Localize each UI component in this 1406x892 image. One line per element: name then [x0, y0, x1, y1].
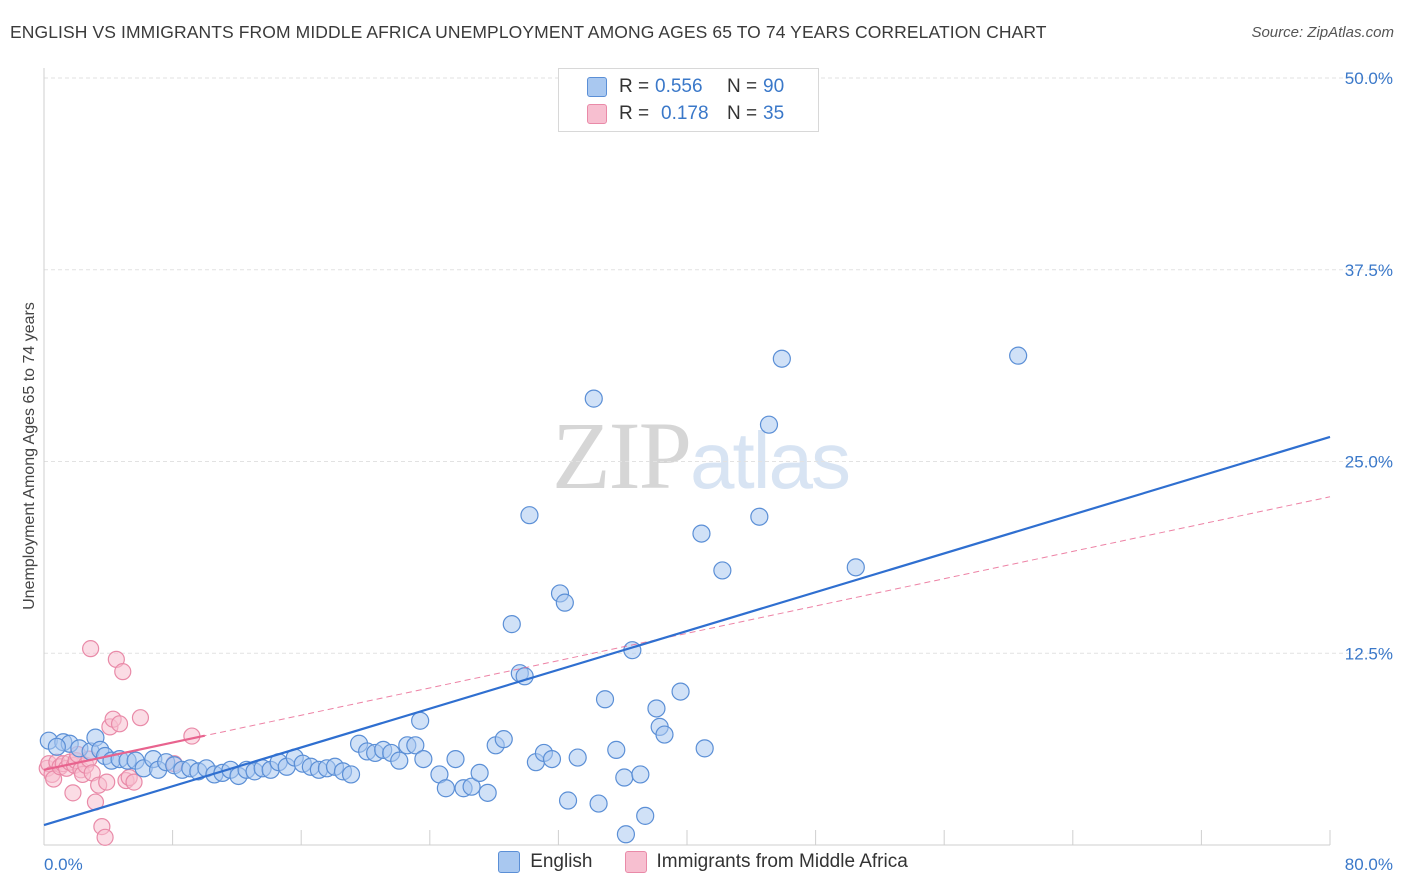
english-point [631, 765, 650, 784]
legend-n-value: 35 [763, 103, 785, 124]
africa-point [110, 715, 129, 733]
africa-point [114, 663, 132, 681]
english-point [636, 806, 655, 825]
x-tick-label: 80.0% [1345, 855, 1393, 874]
y-tick-label: 37.5% [1345, 261, 1393, 280]
legend-r-value: 0.178 [661, 103, 709, 124]
legend-row-africa: R = 0.178 N = 35 [587, 101, 784, 127]
english-point [647, 699, 666, 718]
africa-point [98, 773, 116, 791]
english-point [615, 768, 634, 787]
english-point [584, 389, 603, 408]
english-point [759, 415, 779, 434]
legend-item-africa[interactable]: Immigrants from Middle Africa [624, 851, 908, 873]
english-point [390, 751, 409, 770]
english-point [750, 507, 769, 526]
english-point [502, 615, 521, 634]
watermark: ZIPatlas [552, 400, 851, 511]
y-tick-label: 12.5% [1345, 644, 1393, 663]
legend-item-english[interactable]: English [498, 851, 593, 873]
watermark-zip: ZIP [552, 402, 692, 509]
english-point [692, 524, 711, 543]
english-point [558, 791, 578, 810]
legend-n-label: N = [727, 76, 758, 97]
english-point [47, 737, 66, 756]
english-trend-line [43, 435, 1331, 827]
english-point [568, 748, 587, 767]
legend-row-english: R = 0.556 N = 90 [587, 74, 784, 100]
english-point [595, 690, 615, 709]
english-point [414, 749, 433, 769]
africa-legend-swatch [624, 851, 647, 873]
english-point [520, 506, 539, 525]
english-point [713, 561, 732, 580]
english-point [616, 825, 636, 844]
africa-point [96, 828, 114, 846]
source-label: Source: ZipAtlas.com [1251, 24, 1394, 41]
x-tick-label: 0.0% [44, 855, 83, 874]
english-point [542, 749, 562, 769]
english-swatch [587, 77, 607, 97]
english-point [494, 730, 513, 749]
legend-n-label: N = [727, 103, 758, 124]
english-point [772, 349, 791, 368]
legend-r-value: 0.556 [655, 76, 703, 97]
y-tick-label: 50.0% [1345, 69, 1393, 88]
english-point [411, 711, 430, 730]
africa-trend-dashed [43, 496, 1331, 771]
english-point [655, 725, 674, 744]
english-point [607, 740, 626, 759]
africa-point [64, 784, 82, 802]
english-legend-swatch [498, 851, 521, 873]
legend-r-label: R = [619, 103, 650, 124]
africa-trend-line [43, 734, 205, 771]
africa-legend-label: Immigrants from Middle Africa [656, 851, 908, 872]
english-point [695, 739, 714, 758]
legend-n-value: 90 [763, 76, 785, 97]
correlation-legend: R = 0.556 N = 90 R = 0.178 N = 35 [558, 68, 819, 132]
english-point [470, 763, 489, 783]
english-point [446, 749, 465, 769]
english-point [478, 783, 497, 802]
y-tick-label: 25.0% [1345, 453, 1393, 472]
english-point [462, 777, 481, 796]
africa-point [183, 727, 201, 745]
english-point [406, 736, 425, 755]
africa-swatch [587, 104, 607, 124]
english-point [436, 779, 455, 798]
africa-point [131, 709, 150, 727]
series-legend: English Immigrants from Middle Africa [0, 851, 1406, 873]
english-point [1009, 346, 1028, 365]
english-point [589, 794, 608, 813]
legend-r-label: R = [619, 76, 650, 97]
english-point [846, 558, 865, 577]
english-point [671, 682, 690, 701]
english-point [341, 765, 361, 784]
english-point [555, 593, 574, 612]
africa-point [125, 773, 143, 791]
africa-point [82, 640, 100, 658]
english-legend-label: English [530, 851, 593, 872]
chart-title: ENGLISH VS IMMIGRANTS FROM MIDDLE AFRICA… [10, 22, 1047, 42]
